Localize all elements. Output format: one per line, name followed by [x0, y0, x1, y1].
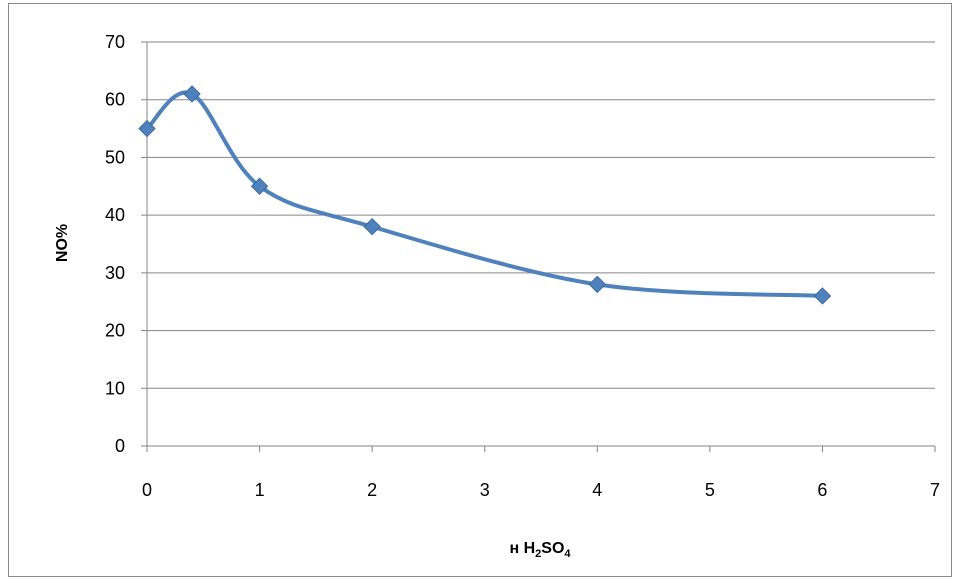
y-tick-labels: 0 10 20 30 40 50 60 70: [105, 32, 147, 456]
data-point-0: [138, 119, 156, 138]
data-point-2: [250, 177, 269, 195]
x-tick-label-6: 6: [817, 480, 827, 500]
x-axis-label: н H2SO4: [509, 540, 571, 560]
x-axis-label-part-1: 2: [535, 548, 541, 560]
x-axis-label-part-3: 4: [564, 548, 571, 560]
data-point-4: [588, 275, 606, 294]
data-point-3: [363, 217, 381, 236]
axes: [146, 42, 935, 447]
y-tick-label-1: 10: [105, 378, 125, 398]
x-axis-label-part-2: SO: [541, 540, 564, 557]
x-tick-label-3: 3: [480, 480, 490, 500]
x-tick-label-0: 0: [142, 480, 152, 500]
y-tick-label-0: 0: [115, 436, 125, 456]
x-tick-labels: 0 1 2 3 4 5 6 7: [142, 446, 940, 500]
y-tick-label-6: 60: [105, 90, 125, 110]
y-tick-label-7: 70: [105, 32, 125, 52]
chart-frame: [8, 3, 952, 577]
y-axis-label: NO%: [54, 224, 71, 262]
y-tick-label-3: 30: [105, 263, 125, 283]
x-tick-label-4: 4: [592, 480, 602, 500]
x-axis-label-part-0: н H: [509, 540, 535, 557]
x-tick-label-1: 1: [255, 480, 265, 500]
data-points: [138, 85, 832, 305]
y-tick-label-4: 40: [105, 205, 125, 225]
x-tick-label-5: 5: [705, 480, 715, 500]
y-tick-label-2: 20: [105, 321, 125, 341]
x-tick-label-2: 2: [367, 480, 377, 500]
x-tick-label-7: 7: [930, 480, 940, 500]
series-line: [145, 90, 825, 298]
y-tick-label-5: 50: [105, 147, 125, 167]
grid-lines: [147, 41, 935, 389]
data-point-5: [813, 287, 832, 305]
data-point-1: [183, 85, 201, 103]
